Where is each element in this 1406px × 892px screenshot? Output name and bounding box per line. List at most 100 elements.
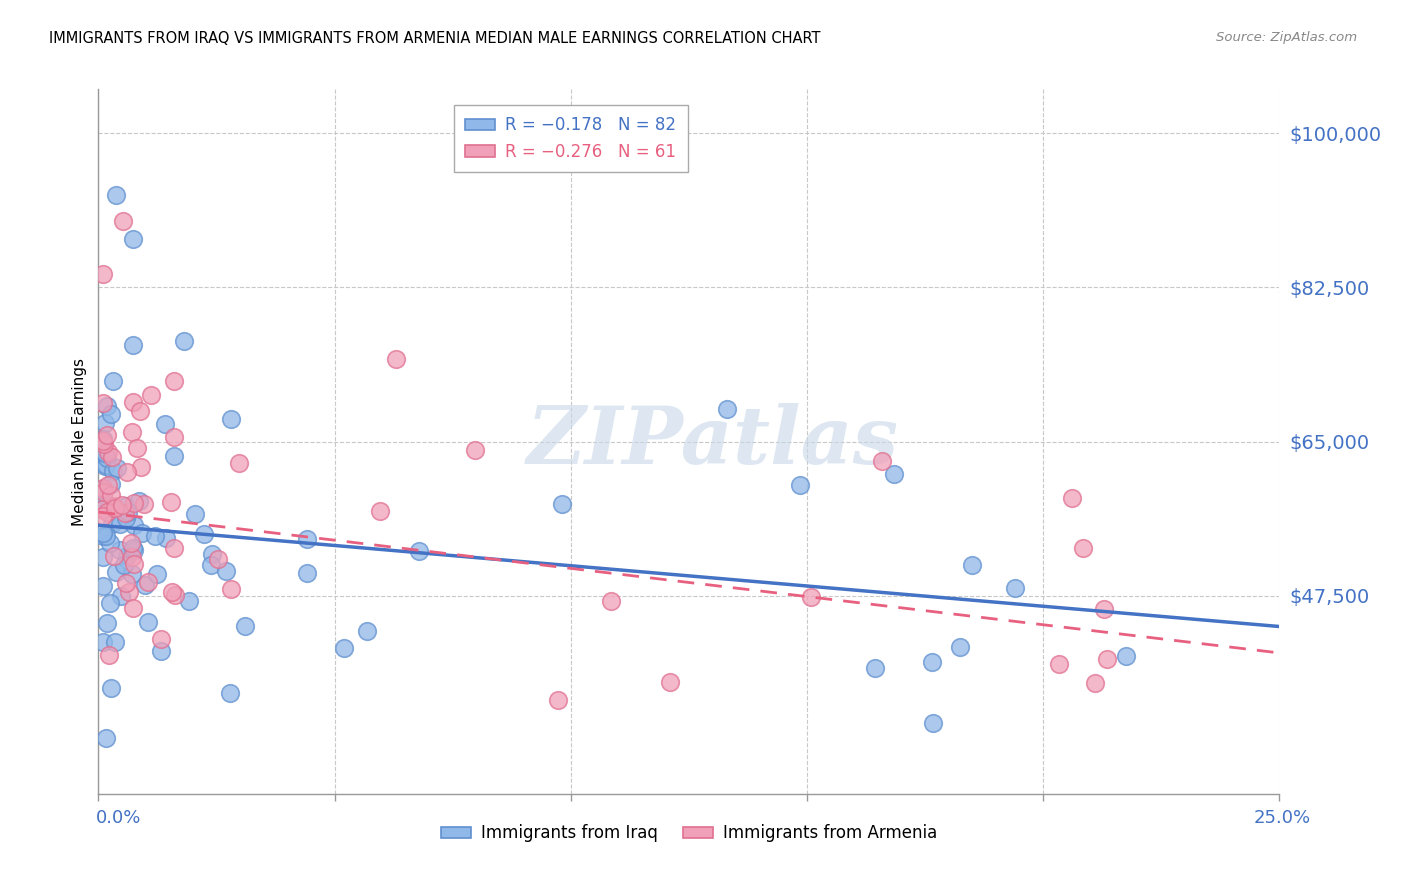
Point: [100, 407, 122, 421]
Point: [96, 427, 118, 442]
Point: [207, 552, 229, 566]
Point: [94, 529, 117, 543]
Point: [124, 558, 146, 572]
Point: [91, 579, 114, 593]
Legend: Immigrants from Iraq, Immigrants from Armenia: Immigrants from Iraq, Immigrants from Ar…: [434, 818, 943, 849]
Text: ZIPatlas: ZIPatlas: [526, 403, 898, 480]
Point: [91, 494, 114, 508]
Point: [1071, 541, 1094, 556]
Point: [162, 375, 184, 389]
Point: [128, 494, 150, 508]
Point: [960, 558, 983, 573]
Point: [1084, 675, 1107, 690]
Point: [115, 465, 138, 479]
Point: [112, 214, 135, 228]
Point: [91, 525, 114, 540]
Point: [163, 450, 186, 464]
Point: [949, 640, 972, 654]
Point: [98, 536, 121, 550]
Point: [96, 505, 118, 519]
Point: [93, 485, 115, 500]
Point: [883, 467, 905, 481]
Point: [115, 549, 138, 563]
Point: [163, 541, 186, 556]
Point: [333, 640, 356, 655]
Point: [91, 434, 114, 448]
Point: [149, 644, 172, 658]
Point: [1095, 652, 1118, 666]
Point: [122, 232, 145, 246]
Point: [356, 624, 378, 638]
Point: [121, 549, 143, 564]
Point: [117, 505, 139, 519]
Point: [155, 531, 177, 545]
Point: [163, 588, 186, 602]
Point: [94, 458, 117, 473]
Point: [100, 488, 122, 502]
Point: [193, 526, 215, 541]
Point: [93, 495, 115, 509]
Point: [94, 731, 117, 745]
Point: [295, 566, 318, 580]
Point: [91, 529, 114, 543]
Point: [385, 351, 408, 366]
Point: [110, 589, 132, 603]
Point: [104, 635, 127, 649]
Point: [863, 660, 886, 674]
Point: [91, 396, 114, 410]
Point: [139, 387, 162, 401]
Point: [100, 477, 122, 491]
Point: [91, 550, 114, 565]
Point: [91, 483, 114, 497]
Point: [145, 567, 167, 582]
Point: [179, 594, 201, 608]
Point: [1092, 601, 1115, 615]
Point: [91, 501, 114, 516]
Point: [101, 500, 124, 514]
Point: [91, 267, 114, 281]
Point: [101, 450, 124, 465]
Point: [101, 516, 124, 531]
Point: [138, 575, 160, 590]
Point: [368, 504, 391, 518]
Point: [94, 458, 117, 472]
Point: [110, 543, 132, 558]
Point: [103, 549, 125, 564]
Point: [122, 395, 145, 409]
Point: [122, 337, 145, 351]
Point: [105, 461, 128, 475]
Point: [104, 565, 127, 579]
Point: [91, 502, 114, 516]
Point: [295, 533, 318, 547]
Point: [134, 577, 156, 591]
Point: [122, 517, 145, 532]
Point: [97, 648, 120, 662]
Point: [159, 495, 181, 509]
Point: [1115, 648, 1137, 663]
Point: [1047, 657, 1070, 671]
Point: [93, 436, 115, 450]
Point: [184, 507, 207, 521]
Point: [120, 535, 142, 549]
Point: [160, 584, 183, 599]
Point: [101, 500, 124, 515]
Point: [800, 590, 823, 604]
Point: [215, 565, 238, 579]
Point: [131, 525, 153, 540]
Point: [108, 517, 131, 532]
Point: [96, 615, 118, 630]
Point: [228, 456, 250, 470]
Text: 25.0%: 25.0%: [1253, 809, 1310, 827]
Point: [122, 496, 145, 510]
Point: [103, 464, 125, 478]
Point: [121, 541, 143, 555]
Point: [110, 498, 132, 512]
Point: [114, 506, 136, 520]
Point: [136, 615, 159, 629]
Point: [122, 600, 145, 615]
Text: Source: ZipAtlas.com: Source: ZipAtlas.com: [1216, 31, 1357, 45]
Point: [716, 401, 738, 416]
Point: [870, 454, 893, 468]
Point: [101, 374, 124, 388]
Point: [163, 430, 186, 444]
